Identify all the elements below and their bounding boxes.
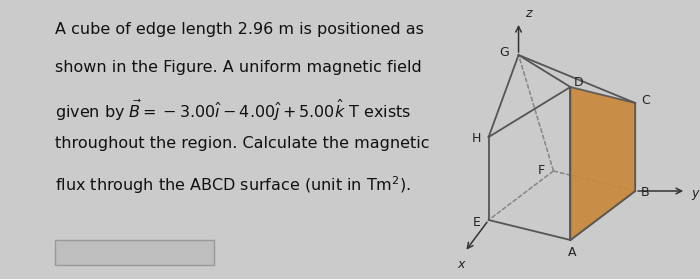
Text: flux through the ABCD surface (unit in Tm$^2$).: flux through the ABCD surface (unit in T…	[55, 174, 411, 196]
Polygon shape	[570, 87, 635, 240]
Text: F: F	[538, 165, 545, 177]
Text: B: B	[641, 186, 650, 199]
Text: throughout the region. Calculate the magnetic: throughout the region. Calculate the mag…	[55, 136, 429, 151]
Text: E: E	[473, 215, 481, 229]
Bar	[55, 240, 214, 265]
Text: C: C	[640, 95, 650, 107]
Text: G: G	[500, 47, 510, 59]
Text: H: H	[472, 133, 482, 146]
Text: shown in the Figure. A uniform magnetic field: shown in the Figure. A uniform magnetic …	[55, 60, 421, 75]
Text: D: D	[573, 76, 583, 90]
Text: A: A	[568, 246, 577, 259]
Text: y: y	[691, 187, 699, 201]
Text: z: z	[524, 7, 531, 20]
Text: A cube of edge length 2.96 m is positioned as: A cube of edge length 2.96 m is position…	[55, 22, 424, 37]
Text: x: x	[457, 258, 464, 271]
Text: given by $\vec{B} = -3.00\hat{\imath} - 4.00\hat{\jmath} + 5.00\hat{k}$ T exists: given by $\vec{B} = -3.00\hat{\imath} - …	[55, 98, 411, 123]
